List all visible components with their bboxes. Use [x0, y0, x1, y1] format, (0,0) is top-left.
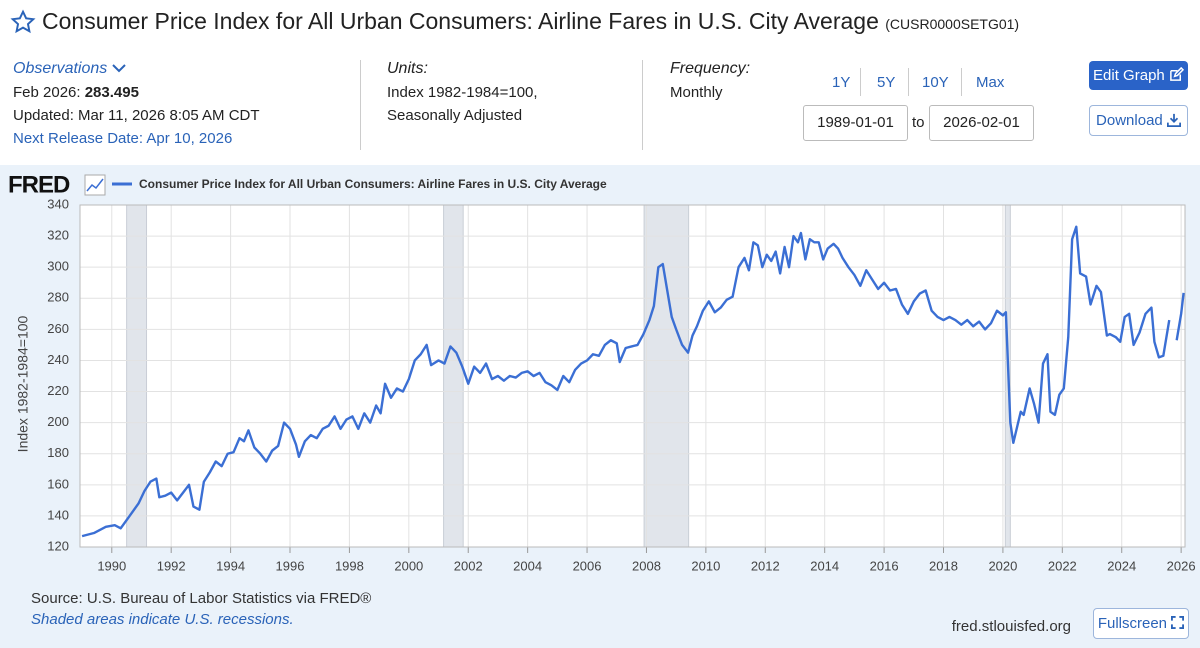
units-line1: Index 1982-1984=100,	[387, 84, 538, 101]
y-tick-label: 160	[47, 476, 69, 491]
plot-border	[79, 204, 1186, 548]
y-tick-label: 260	[47, 321, 69, 336]
recession-band	[443, 204, 464, 548]
end-date-input[interactable]: 2026-02-01	[929, 105, 1034, 141]
x-tick-label: 1990	[97, 558, 126, 573]
range-button[interactable]: 10Y	[922, 74, 949, 91]
updated-text: Updated: Mar 11, 2026 8:05 AM CDT	[13, 107, 260, 124]
divider	[360, 60, 361, 150]
x-tick-label: 2000	[394, 558, 423, 573]
divider	[908, 68, 909, 96]
latest-observation: Feb 2026: 283.495	[13, 84, 139, 101]
y-tick-label: 320	[47, 228, 69, 243]
site-link[interactable]: fred.stlouisfed.org	[951, 618, 1071, 635]
x-tick-label: 2020	[988, 558, 1017, 573]
y-tick-label: 180	[47, 445, 69, 460]
x-tick-label: 1994	[216, 558, 245, 573]
y-axis-label: Index 1982-1984=100	[15, 315, 31, 452]
range-button[interactable]: 1Y	[832, 74, 851, 91]
fred-logo: FRED	[8, 171, 70, 198]
x-tick-label: 2002	[454, 558, 483, 573]
x-tick-label: 2012	[751, 558, 780, 573]
download-icon	[1166, 113, 1181, 127]
divider	[860, 68, 861, 96]
x-tick-label: 2008	[632, 558, 661, 573]
edit-icon	[1170, 66, 1185, 81]
range-button[interactable]: Max	[976, 74, 1005, 91]
series-line	[81, 225, 1185, 538]
obs-period: Feb 2026:	[13, 84, 85, 101]
title-text: Consumer Price Index for All Urban Consu…	[42, 8, 879, 34]
obs-value: 283.495	[84, 84, 139, 101]
y-tick-label: 240	[47, 352, 69, 367]
y-tick-label: 200	[47, 414, 69, 429]
units-line2: Seasonally Adjusted	[387, 107, 523, 124]
fullscreen-button[interactable]: Fullscreen	[1093, 608, 1189, 639]
x-tick-label: 2026	[1167, 558, 1196, 573]
x-tick-label: 2024	[1107, 558, 1136, 573]
x-tick-label: 2022	[1048, 558, 1077, 573]
range-button[interactable]: 5Y	[877, 74, 896, 91]
logo-icon-line	[86, 178, 104, 192]
x-tick-label: 2010	[691, 558, 720, 573]
series-id: (CUSR0000SETG01)	[885, 16, 1020, 32]
plot-area	[80, 205, 1185, 547]
recession-band	[643, 204, 690, 548]
y-tick-label: 120	[47, 538, 69, 553]
x-tick-label: 1992	[157, 558, 186, 573]
y-tick-label: 300	[47, 259, 69, 274]
chevron-icon	[112, 64, 126, 73]
download-label: Download	[1096, 112, 1163, 129]
divider	[961, 68, 962, 96]
edit-label: Edit Graph	[1093, 67, 1165, 84]
frequency-label: Frequency:	[670, 60, 751, 77]
fullscreen-label: Fullscreen	[1097, 615, 1168, 632]
chart: FRED Index 1982-1984=100 120 140 160 180 200…	[8, 171, 1196, 573]
recession-note: Shaded areas indicate U.S. recessions.	[31, 611, 294, 628]
fullscreen-icon	[1171, 616, 1185, 629]
x-tick-label: 1996	[276, 558, 305, 573]
divider	[642, 60, 643, 150]
to-label: to	[912, 114, 925, 131]
download-button[interactable]: Download	[1089, 105, 1188, 136]
y-tick-label: 140	[47, 507, 69, 522]
start-date-input[interactable]: 1989-01-01	[803, 105, 908, 141]
y-tick-label: 220	[47, 383, 69, 398]
x-tick-label: 2018	[929, 558, 958, 573]
favorite-star[interactable]	[10, 9, 36, 35]
x-tick-label: 2004	[513, 558, 542, 573]
frequency-value: Monthly	[670, 84, 723, 101]
observations-toggle[interactable]: Observations	[13, 60, 126, 78]
x-tick-label: 2014	[810, 558, 839, 573]
x-tick-label: 1998	[335, 558, 364, 573]
logo-icon	[84, 174, 106, 196]
y-tick-label: 280	[47, 290, 69, 305]
x-tick-label: 2006	[573, 558, 602, 573]
observations-label: Observations	[13, 60, 108, 77]
next-release[interactable]: Next Release Date: Apr 10, 2026	[13, 130, 233, 147]
x-tick-label: 2016	[870, 558, 899, 573]
units-label: Units:	[387, 60, 428, 77]
edit-graph-button[interactable]: Edit Graph	[1089, 61, 1188, 90]
source-text: Source: U.S. Bureau of Labor Statistics …	[31, 590, 372, 607]
legend-label: Consumer Price Index for All Urban Consu…	[139, 177, 607, 191]
series-title: Consumer Price Index for All Urban Consu…	[42, 8, 1019, 35]
y-tick-label: 340	[47, 196, 69, 211]
